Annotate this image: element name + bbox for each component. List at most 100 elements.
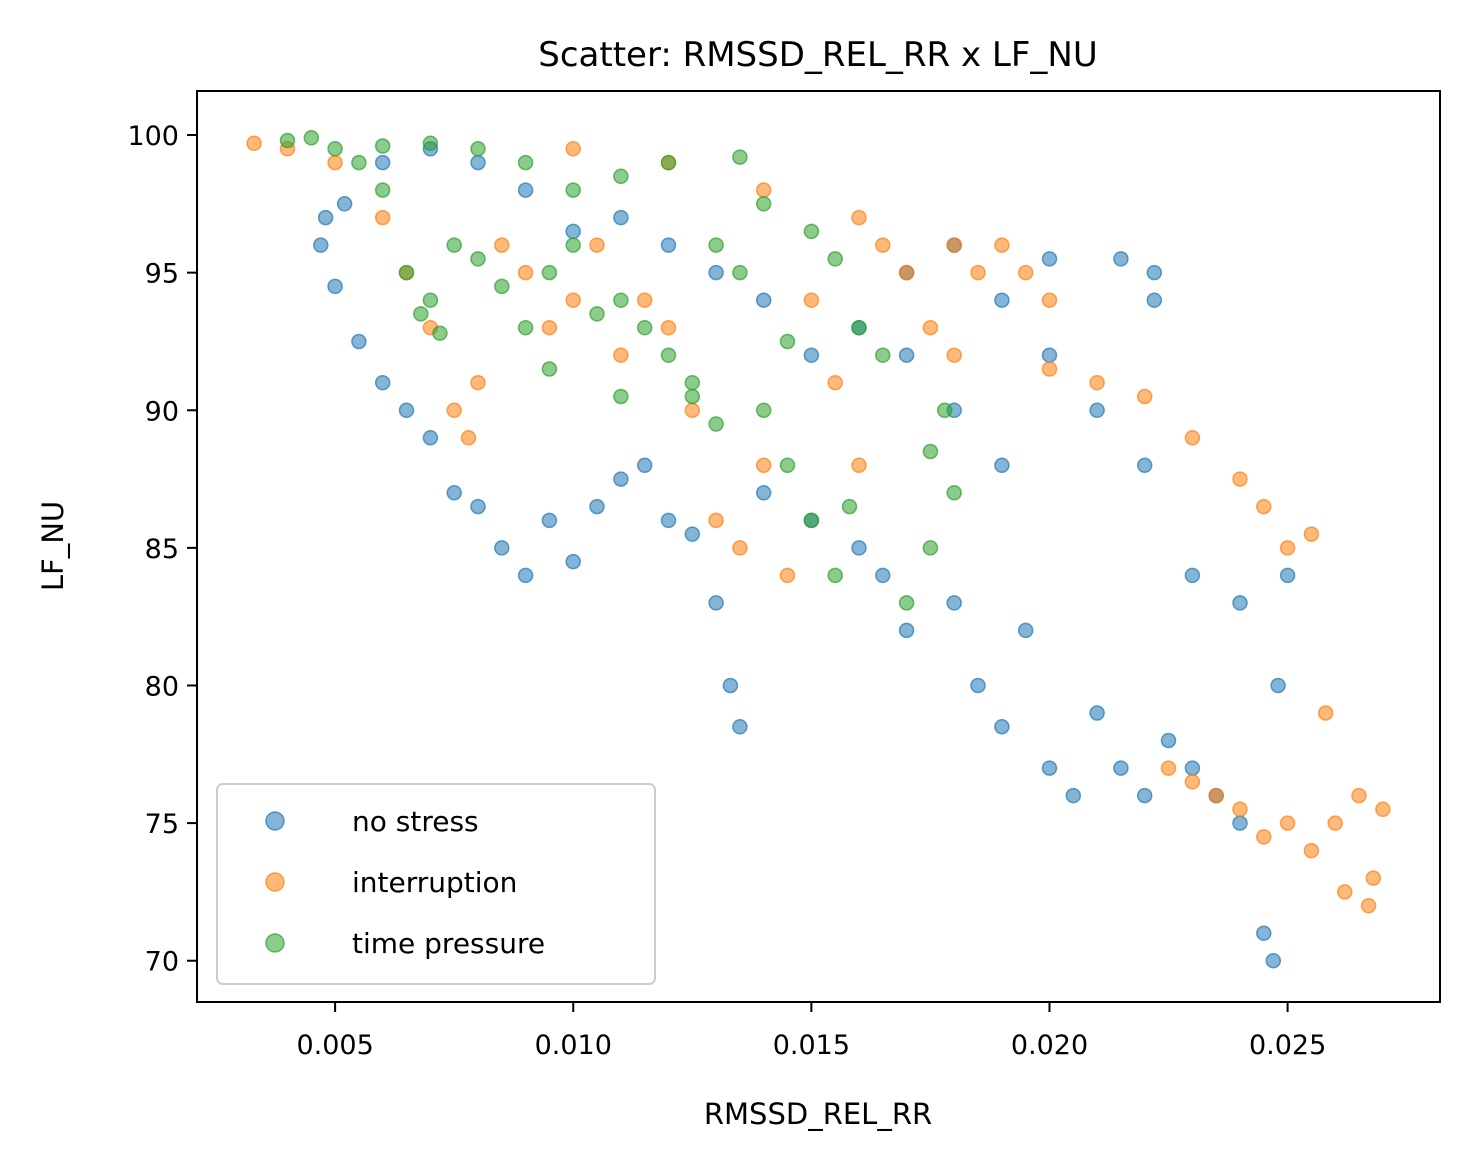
y-axis: 70 75 80 85 90 95 100: [127, 121, 197, 978]
data-point: [803, 292, 820, 308]
data-point: [936, 402, 953, 419]
data-point: [327, 141, 343, 157]
data-point: [1041, 760, 1058, 776]
data-point: [827, 251, 843, 267]
data-point: [541, 361, 558, 377]
x-tick-label: 0.005: [296, 1030, 373, 1061]
data-point: [708, 237, 724, 253]
data-point: [827, 374, 843, 391]
data-point: [1041, 292, 1058, 308]
data-point: [327, 154, 343, 171]
data-point: [708, 512, 724, 529]
data-point: [755, 402, 772, 419]
legend-label: interruption: [352, 866, 517, 899]
data-point: [1113, 760, 1129, 776]
y-tick-label: 75: [145, 809, 179, 840]
data-point: [470, 141, 486, 157]
data-point: [898, 622, 915, 639]
data-point: [1065, 787, 1082, 804]
data-point: [755, 182, 772, 198]
data-point: [755, 196, 772, 212]
data-point: [994, 237, 1010, 253]
data-point: [684, 374, 701, 391]
data-point: [636, 319, 653, 336]
data-point: [432, 325, 448, 341]
data-point: [660, 154, 677, 171]
data-point: [460, 430, 477, 446]
data-point: [803, 347, 820, 363]
data-point: [470, 251, 486, 267]
data-point: [613, 168, 629, 185]
data-point: [779, 457, 796, 474]
data-point: [1184, 760, 1201, 776]
data-point: [946, 485, 962, 501]
x-tick-label: 0.025: [1249, 1030, 1326, 1061]
data-point: [660, 319, 677, 336]
data-point: [1160, 732, 1177, 749]
data-point: [1089, 402, 1105, 419]
y-tick-label: 85: [145, 534, 179, 565]
data-point: [494, 237, 510, 253]
legend-box: [216, 783, 656, 985]
data-point: [374, 138, 391, 154]
data-point: [470, 154, 486, 171]
data-point: [1184, 567, 1201, 584]
data-point: [494, 278, 510, 295]
data-point: [1136, 388, 1153, 405]
data-point: [851, 457, 867, 474]
data-point: [517, 264, 534, 281]
data-point: [446, 237, 462, 253]
data-point: [732, 719, 748, 735]
data-point: [1041, 361, 1058, 377]
data-point: [351, 154, 367, 171]
data-point: [446, 485, 462, 501]
legend-marker: [265, 811, 285, 831]
data-point: [565, 223, 581, 240]
data-point: [1256, 925, 1272, 941]
data-point: [565, 292, 581, 308]
data-point: [779, 333, 796, 350]
data-point: [1303, 842, 1320, 859]
data-point: [470, 374, 486, 391]
data-point: [541, 512, 558, 529]
data-point: [732, 264, 748, 281]
data-point: [1041, 251, 1058, 267]
data-point: [660, 512, 677, 529]
data-point: [922, 319, 939, 336]
data-point: [1360, 897, 1377, 914]
y-axis-label: LF_NU: [36, 501, 70, 591]
data-point: [1113, 251, 1129, 267]
data-point: [946, 347, 962, 363]
data-point: [922, 443, 939, 460]
data-point: [1279, 815, 1296, 831]
data-point: [827, 567, 843, 584]
data-point: [636, 457, 653, 474]
data-point: [613, 388, 629, 405]
x-tick-label: 0.015: [773, 1030, 850, 1061]
data-point: [565, 182, 581, 198]
data-point: [1351, 787, 1367, 804]
data-point: [660, 237, 677, 253]
data-point: [565, 553, 581, 570]
data-point: [1317, 705, 1334, 721]
y-tick-label: 90: [145, 396, 179, 427]
data-point: [636, 292, 653, 308]
series-interruption: [246, 135, 1391, 914]
data-point: [875, 567, 891, 584]
data-point: [1265, 952, 1282, 969]
data-point: [898, 264, 915, 281]
data-point: [946, 237, 962, 253]
data-point: [313, 237, 329, 253]
data-point: [351, 333, 367, 350]
data-point: [660, 347, 677, 363]
data-point: [1375, 801, 1391, 818]
data-point: [374, 209, 391, 226]
data-point: [722, 677, 739, 694]
data-point: [1136, 787, 1153, 804]
data-point: [803, 512, 820, 529]
data-point: [755, 485, 772, 501]
x-tick-label: 0.010: [535, 1030, 612, 1061]
data-point: [851, 209, 867, 226]
data-point: [732, 149, 748, 165]
data-point: [708, 595, 724, 611]
